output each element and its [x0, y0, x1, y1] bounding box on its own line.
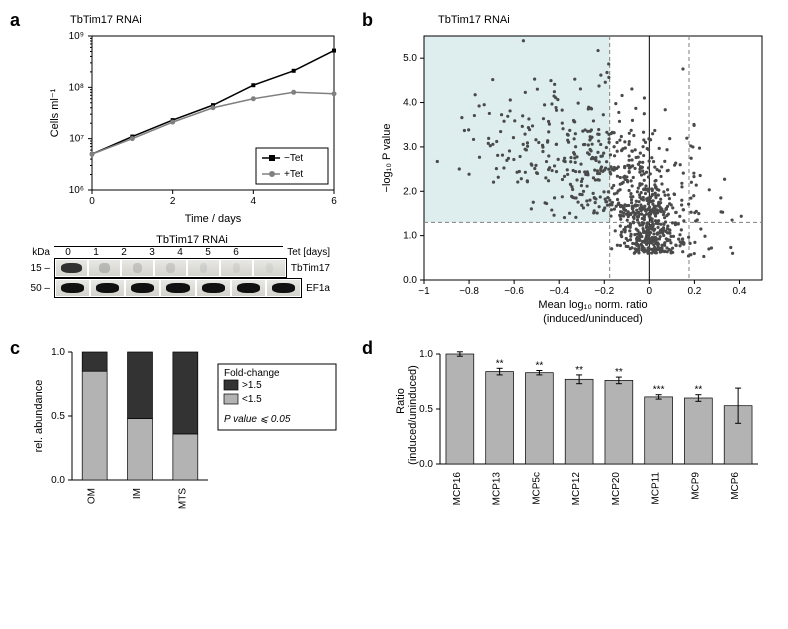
svg-text:2: 2 [170, 196, 176, 207]
svg-text:4.0: 4.0 [403, 98, 417, 109]
blot-lane-header: 1 [82, 247, 110, 258]
svg-text:Time / days: Time / days [185, 213, 242, 225]
blot-header: Tet [days] [283, 247, 330, 258]
stacked-bar-chart: 0.0 0.5 1.0 rel. abundance OM IM MTS Fold-chang… [28, 344, 348, 514]
svg-text:10⁹: 10⁹ [69, 31, 84, 42]
svg-text:0: 0 [647, 286, 653, 297]
svg-text:1.0: 1.0 [403, 231, 417, 242]
panel-c-label: c [10, 338, 20, 359]
svg-text:P value ⩽ 0.05: P value ⩽ 0.05 [224, 414, 291, 425]
ratio-bar-chart: 0.0 0.5 1.0 Ratio(induced/uninduced) MCP16 **… [386, 344, 766, 514]
svg-text:MCP13: MCP13 [492, 472, 503, 506]
panel-a-subtitle: TbTim17 RNAi [70, 14, 142, 26]
panel-b-label: b [362, 10, 373, 31]
svg-text:Mean log₁₀ norm. ratio: Mean log₁₀ norm. ratio [538, 299, 647, 311]
blot-title: TbTim17 RNAi [54, 234, 330, 246]
svg-text:0.2: 0.2 [687, 286, 701, 297]
svg-text:MTS: MTS [177, 488, 188, 509]
svg-text:MCP5c: MCP5c [531, 472, 542, 505]
svg-text:(induced/uninduced): (induced/uninduced) [543, 313, 643, 325]
panel-a-label: a [10, 10, 20, 31]
blot-lane-header: 6 [222, 247, 250, 258]
svg-text:−0.4: −0.4 [549, 286, 569, 297]
svg-text:MCP11: MCP11 [651, 472, 662, 505]
svg-text:MCP12: MCP12 [571, 472, 582, 506]
blot-lane-header: 2 [110, 247, 138, 258]
svg-text:***: *** [653, 385, 665, 396]
blot-lane-header: 4 [166, 247, 194, 258]
panel-b-subtitle: TbTim17 RNAi [438, 14, 510, 26]
volcano-plot: −1 −0.8 −0.6 −0.4 −0.2 0 0.2 0.4 0.0 1.0 2.0 3.0 4.0… [374, 28, 774, 328]
svg-text:0.5: 0.5 [419, 404, 433, 415]
svg-text:<1.5: <1.5 [242, 394, 262, 405]
svg-text:rel. abundance: rel. abundance [33, 380, 45, 453]
blot-row-label: TbTim17 [287, 263, 330, 274]
svg-text:**: ** [575, 365, 583, 376]
svg-text:IM: IM [132, 488, 143, 499]
svg-text:0.0: 0.0 [403, 275, 417, 286]
growth-chart: 0 2 4 6 10⁶ 10⁷ 10⁸ 10⁹ Time / days Cells ml⁻¹ −Te… [44, 28, 344, 228]
blot-lane-header: 5 [194, 247, 222, 258]
svg-text:Fold-change: Fold-change [224, 368, 280, 379]
kda-label: 50 – [20, 283, 54, 294]
svg-text:10⁸: 10⁸ [69, 82, 84, 93]
blot-row-label: EF1a [302, 283, 330, 294]
svg-text:0.0: 0.0 [419, 459, 433, 470]
svg-text:−0.8: −0.8 [459, 286, 479, 297]
svg-text:MCP16: MCP16 [452, 472, 463, 506]
kda-header: kDa [20, 247, 54, 258]
svg-text:**: ** [535, 361, 543, 372]
svg-text:Cells ml⁻¹: Cells ml⁻¹ [49, 88, 61, 137]
svg-text:−Tet: −Tet [284, 153, 303, 164]
svg-text:MCP20: MCP20 [611, 472, 622, 506]
svg-text:−0.2: −0.2 [594, 286, 614, 297]
svg-text:−log₁₀ P value: −log₁₀ P value [381, 124, 393, 193]
svg-text:10⁶: 10⁶ [69, 185, 84, 196]
svg-text:5.0: 5.0 [403, 53, 417, 64]
svg-text:>1.5: >1.5 [242, 380, 262, 391]
svg-text:0.4: 0.4 [733, 286, 747, 297]
svg-text:**: ** [496, 358, 504, 369]
svg-text:1.0: 1.0 [51, 347, 65, 358]
svg-text:−1: −1 [418, 286, 430, 297]
svg-text:0.0: 0.0 [51, 475, 65, 486]
svg-text:1.0: 1.0 [419, 349, 433, 360]
svg-text:Ratio: Ratio [395, 388, 407, 414]
svg-text:2.0: 2.0 [403, 186, 417, 197]
svg-text:MCP9: MCP9 [690, 472, 701, 500]
svg-text:−0.6: −0.6 [504, 286, 524, 297]
kda-label: 15 – [20, 263, 54, 274]
svg-text:0.5: 0.5 [51, 411, 65, 422]
blot-lane-header: 0 [54, 247, 82, 258]
svg-text:6: 6 [331, 196, 337, 207]
blot-lane-header: 3 [138, 247, 166, 258]
svg-text:MCP6: MCP6 [730, 472, 741, 500]
svg-text:3.0: 3.0 [403, 142, 417, 153]
svg-text:+Tet: +Tet [284, 169, 303, 180]
svg-text:**: ** [615, 367, 623, 378]
svg-text:0: 0 [89, 196, 95, 207]
panel-d-label: d [362, 338, 373, 359]
svg-text:10⁷: 10⁷ [69, 134, 84, 145]
svg-text:4: 4 [251, 196, 257, 207]
svg-text:**: ** [694, 385, 702, 396]
svg-text:(induced/uninduced): (induced/uninduced) [407, 365, 419, 465]
svg-text:OM: OM [87, 488, 98, 504]
